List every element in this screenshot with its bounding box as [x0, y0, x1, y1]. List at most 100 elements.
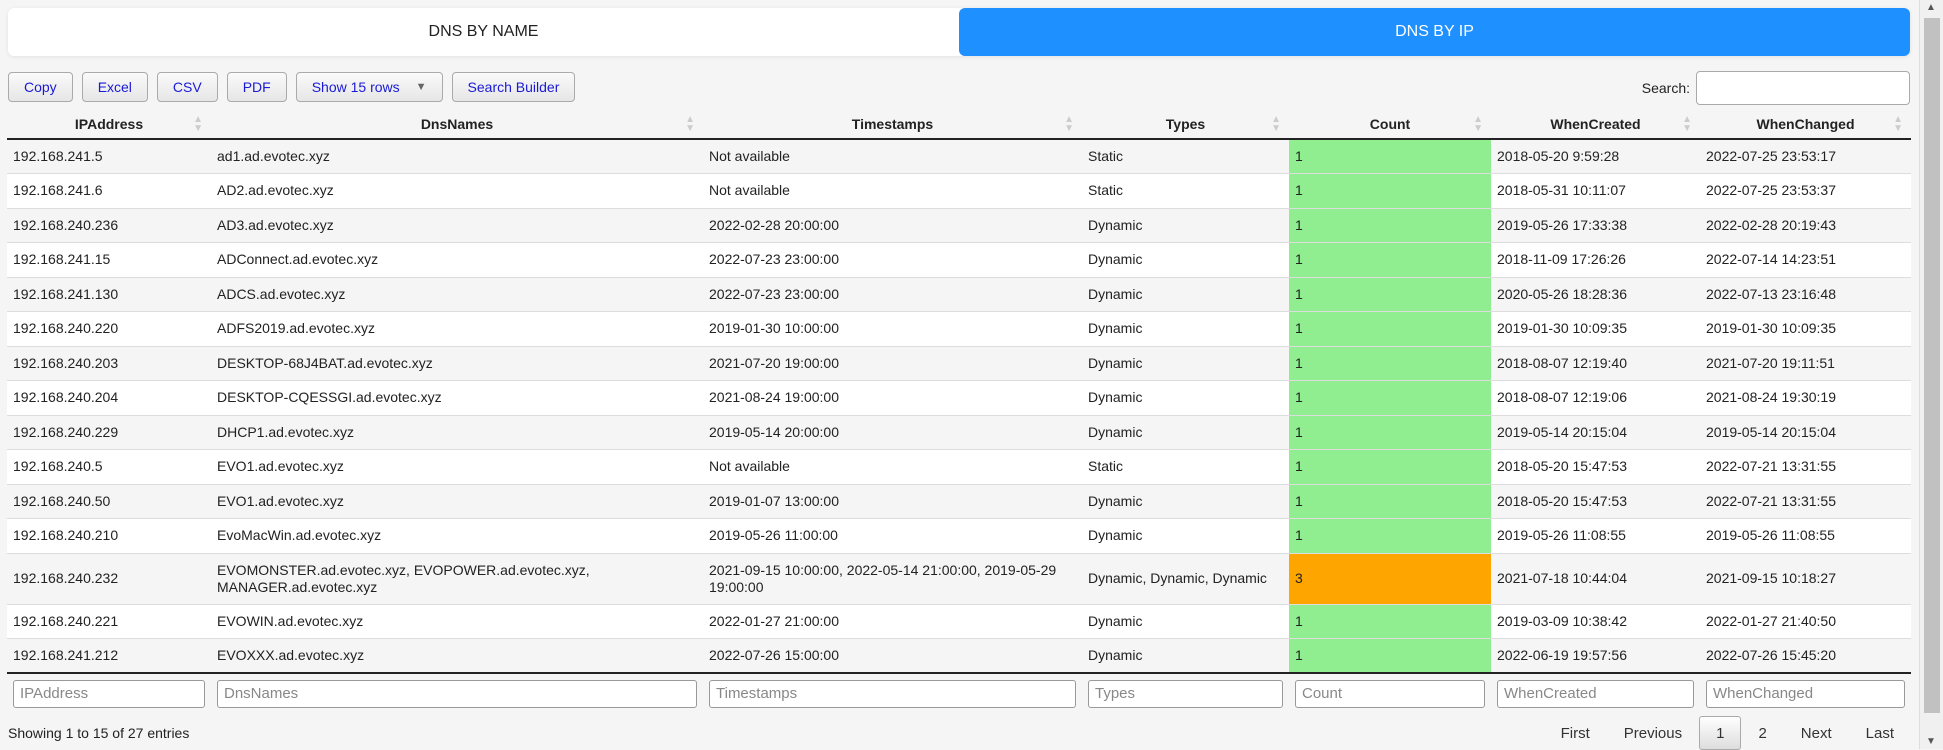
table-row[interactable]: 192.168.240.229 DHCP1.ad.evotec.xyz 2019-0… — [7, 414, 1911, 450]
table-row[interactable]: 192.168.240.221 EVOWIN.ad.evotec.xyz 2022-… — [7, 603, 1911, 639]
table-row[interactable]: 192.168.240.210 EvoMacWin.ad.evotec.xyz 20… — [7, 518, 1911, 553]
column-header-types[interactable]: Types ▲ ▼ — [1082, 110, 1289, 140]
column-header-when-created[interactable]: WhenCreated ▲ ▼ — [1491, 110, 1700, 140]
cell-timestamps: 2021-08-24 19:00:00 — [703, 380, 1082, 415]
table-row[interactable]: 192.168.240.232 EVOMONSTER.ad.evotec.xyz,… — [7, 552, 1911, 604]
cell-when-changed: 2022-07-14 14:23:51 — [1700, 242, 1911, 277]
cell-when-changed: 2022-07-21 13:31:55 — [1700, 483, 1911, 519]
previous-page-button[interactable]: Previous — [1623, 724, 1683, 742]
sort-icon[interactable]: ▲ ▼ — [1682, 114, 1692, 134]
show-rows-label: Show 15 rows — [311, 79, 400, 95]
scroll-down-icon[interactable]: ▼ — [1926, 736, 1936, 747]
search-input[interactable] — [1696, 71, 1910, 105]
cell-dns-names: EVO1.ad.evotec.xyz — [211, 449, 703, 484]
page-2-button[interactable]: 2 — [1758, 724, 1767, 742]
cell-dns-names: ad1.ad.evotec.xyz — [211, 138, 703, 174]
cell-types: Dynamic — [1082, 638, 1289, 673]
excel-button[interactable]: Excel — [81, 72, 148, 102]
table-row[interactable]: 192.168.241.212 EVOXXX.ad.evotec.xyz 2022-… — [7, 638, 1911, 673]
cell-count: 1 — [1289, 414, 1491, 450]
filter-cell — [211, 672, 703, 713]
next-page-button[interactable]: Next — [1800, 724, 1832, 742]
table-row[interactable]: 192.168.241.5 ad1.ad.evotec.xyz Not availa… — [7, 138, 1911, 174]
search-builder-button[interactable]: Search Builder — [451, 72, 576, 102]
sort-icon[interactable]: ▲ ▼ — [193, 114, 203, 134]
sort-icon[interactable]: ▲ ▼ — [1271, 114, 1281, 134]
cell-timestamps: 2019-01-30 10:00:00 — [703, 311, 1082, 346]
cell-types: Static — [1082, 138, 1289, 174]
scroll-up-icon[interactable]: ▲ — [1926, 2, 1936, 13]
cell-dns-names: EVOMONSTER.ad.evotec.xyz, EVOPOWER.ad.ev… — [211, 552, 703, 604]
sort-icon[interactable]: ▲ ▼ — [1064, 114, 1074, 134]
table-row[interactable]: 192.168.241.130 ADCS.ad.evotec.xyz 2022-07… — [7, 276, 1911, 312]
table-row[interactable]: 192.168.240.203 DESKTOP-68J4BAT.ad.evotec… — [7, 345, 1911, 381]
cell-when-created: 2019-01-30 10:09:35 — [1491, 311, 1700, 346]
filter-cell — [703, 672, 1082, 713]
filter-count-input[interactable] — [1295, 679, 1485, 708]
cell-when-changed: 2021-09-15 10:18:27 — [1700, 552, 1911, 604]
filter-when-changed-input[interactable] — [1706, 679, 1905, 708]
filter-types-input[interactable] — [1088, 679, 1283, 708]
cell-types: Dynamic — [1082, 414, 1289, 450]
cell-count: 3 — [1289, 552, 1491, 604]
tab-dns-by-name[interactable]: DNS BY NAME — [428, 23, 539, 40]
cell-dns-names: EVO1.ad.evotec.xyz — [211, 483, 703, 519]
sort-icon[interactable]: ▲ ▼ — [1473, 114, 1483, 134]
cell-timestamps: 2019-01-07 13:00:00 — [703, 483, 1082, 519]
pdf-button[interactable]: PDF — [226, 72, 287, 102]
filter-when-created-input[interactable] — [1497, 679, 1694, 708]
filter-timestamps-input[interactable] — [709, 679, 1076, 708]
table-row[interactable]: 192.168.240.220 ADFS2019.ad.evotec.xyz 201… — [7, 311, 1911, 346]
cell-timestamps: 2021-09-15 10:00:00, 2022-05-14 21:00:00… — [703, 552, 1082, 604]
copy-button[interactable]: Copy — [8, 72, 73, 102]
column-header-label: WhenChanged — [1756, 116, 1855, 132]
scrollbar-thumb[interactable] — [1924, 18, 1940, 713]
cell-when-created: 2020-05-26 18:28:36 — [1491, 276, 1700, 312]
page-1-button[interactable]: 1 — [1699, 716, 1742, 750]
vertical-scrollbar[interactable]: ▲ ▼ — [1919, 0, 1943, 749]
column-header-when-changed[interactable]: WhenChanged ▲ ▼ — [1700, 110, 1911, 140]
column-header-timestamps[interactable]: Timestamps ▲ ▼ — [703, 110, 1082, 140]
cell-timestamps: Not available — [703, 138, 1082, 174]
cell-ipaddress: 192.168.240.203 — [7, 345, 211, 381]
cell-timestamps: 2021-07-20 19:00:00 — [703, 345, 1082, 381]
cell-count: 1 — [1289, 276, 1491, 312]
column-header-ipaddress[interactable]: IPAddress ▲ ▼ — [7, 110, 211, 140]
cell-types: Dynamic — [1082, 207, 1289, 243]
cell-types: Dynamic — [1082, 311, 1289, 346]
column-header-count[interactable]: Count ▲ ▼ — [1289, 110, 1491, 140]
cell-when-changed: 2021-07-20 19:11:51 — [1700, 345, 1911, 381]
table-info: Showing 1 to 15 of 27 entries — [8, 725, 190, 741]
filter-ipaddress-input[interactable] — [13, 679, 205, 708]
sort-icon[interactable]: ▲ ▼ — [685, 114, 695, 134]
cell-when-created: 2019-03-09 10:38:42 — [1491, 603, 1700, 639]
cell-when-created: 2018-05-31 10:11:07 — [1491, 173, 1700, 208]
cell-timestamps: 2019-05-14 20:00:00 — [703, 414, 1082, 450]
cell-timestamps: 2022-07-23 23:00:00 — [703, 276, 1082, 312]
column-header-label: DnsNames — [420, 116, 494, 132]
table-row[interactable]: 192.168.241.6 AD2.ad.evotec.xyz Not availa… — [7, 173, 1911, 208]
csv-button[interactable]: CSV — [156, 72, 218, 102]
column-header-label: Count — [1369, 116, 1411, 132]
first-page-button[interactable]: First — [1560, 724, 1590, 742]
filter-cell — [1700, 672, 1911, 713]
cell-types: Dynamic — [1082, 603, 1289, 639]
table-row[interactable]: 192.168.241.15 ADConnect.ad.evotec.xyz 202… — [7, 242, 1911, 277]
last-page-button[interactable]: Last — [1865, 724, 1894, 742]
cell-when-changed: 2022-07-13 23:16:48 — [1700, 276, 1911, 312]
cell-dns-names: ADFS2019.ad.evotec.xyz — [211, 311, 703, 346]
tab-bar: DNS BY NAME DNS BY IP — [8, 8, 1910, 56]
tab-dns-by-ip[interactable]: DNS BY IP — [959, 8, 1910, 56]
show-rows-dropdown[interactable]: Show 15 rows ▼ — [295, 72, 443, 102]
sort-icon[interactable]: ▲ ▼ — [1893, 114, 1903, 134]
filter-dns-names-input[interactable] — [217, 679, 697, 708]
table-row[interactable]: 192.168.240.204 DESKTOP-CQESSGI.ad.evotec… — [7, 380, 1911, 415]
table-row[interactable]: 192.168.240.50 EVO1.ad.evotec.xyz 2019-01-… — [7, 483, 1911, 519]
table-row[interactable]: 192.168.240.236 AD3.ad.evotec.xyz 2022-02-… — [7, 207, 1911, 243]
cell-when-created: 2018-05-20 9:59:28 — [1491, 138, 1700, 174]
cell-ipaddress: 192.168.240.210 — [7, 518, 211, 553]
column-header-dns-names[interactable]: DnsNames ▲ ▼ — [211, 110, 703, 140]
cell-dns-names: ADCS.ad.evotec.xyz — [211, 276, 703, 312]
cell-types: Dynamic — [1082, 276, 1289, 312]
table-row[interactable]: 192.168.240.5 EVO1.ad.evotec.xyz Not avail… — [7, 449, 1911, 484]
